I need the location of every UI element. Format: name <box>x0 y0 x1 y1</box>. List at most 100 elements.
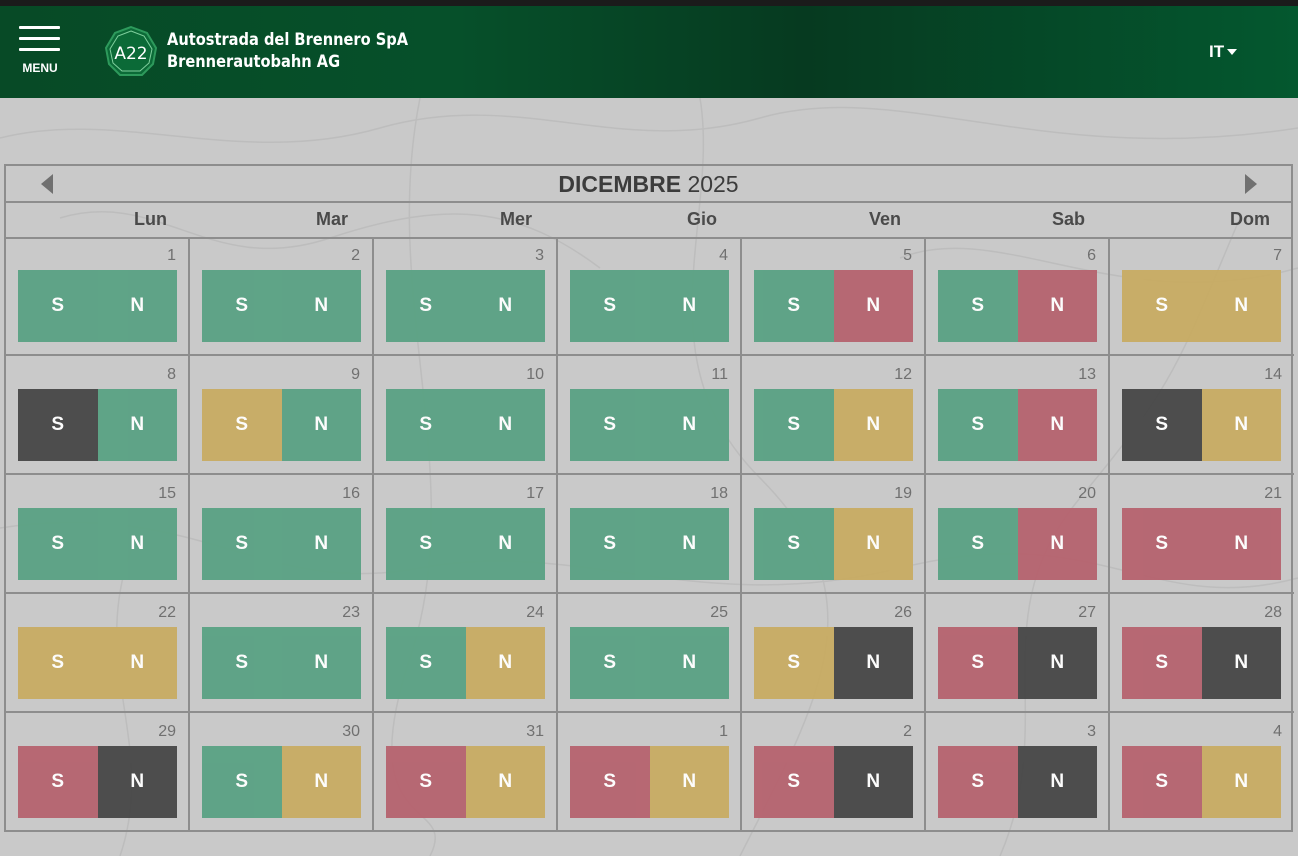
southbound-status[interactable]: S <box>938 746 1018 818</box>
next-month-arrow-icon[interactable] <box>1245 174 1257 194</box>
southbound-status[interactable]: S <box>754 746 834 818</box>
a22-logo-icon[interactable]: A22 <box>104 26 158 78</box>
southbound-status[interactable]: S <box>18 389 98 461</box>
southbound-status[interactable]: S <box>202 627 282 699</box>
northbound-status[interactable]: N <box>649 627 729 699</box>
northbound-status[interactable]: N <box>1201 746 1281 818</box>
southbound-status[interactable]: S <box>1122 746 1202 818</box>
northbound-status[interactable]: N <box>1201 508 1281 580</box>
southbound-status[interactable]: S <box>754 270 834 342</box>
northbound-status[interactable]: N <box>281 746 361 818</box>
southbound-status[interactable]: S <box>938 627 1018 699</box>
northbound-status[interactable]: N <box>833 627 913 699</box>
southbound-status[interactable]: S <box>570 508 650 580</box>
northbound-status[interactable]: N <box>833 508 913 580</box>
northbound-status[interactable]: N <box>833 270 913 342</box>
southbound-status[interactable]: S <box>938 270 1018 342</box>
southbound-status[interactable]: S <box>570 389 650 461</box>
northbound-status[interactable]: N <box>97 627 177 699</box>
northbound-status[interactable]: N <box>1201 389 1281 461</box>
northbound-status[interactable]: N <box>833 389 913 461</box>
northbound-status[interactable]: N <box>281 508 361 580</box>
southbound-status[interactable]: S <box>202 270 282 342</box>
southbound-status[interactable]: S <box>202 746 282 818</box>
southbound-status[interactable]: S <box>386 270 466 342</box>
northbound-status[interactable]: N <box>649 270 729 342</box>
southbound-status[interactable]: S <box>18 746 98 818</box>
southbound-status[interactable]: S <box>570 270 650 342</box>
northbound-status[interactable]: N <box>465 508 545 580</box>
southbound-status[interactable]: S <box>386 627 466 699</box>
northbound-status[interactable]: N <box>281 389 361 461</box>
southbound-status[interactable]: S <box>1122 627 1202 699</box>
southbound-status[interactable]: S <box>18 627 98 699</box>
northbound-status[interactable]: N <box>1017 270 1097 342</box>
southbound-status[interactable]: S <box>754 627 834 699</box>
southbound-status[interactable]: S <box>570 627 650 699</box>
southbound-status[interactable]: S <box>386 508 466 580</box>
southbound-status[interactable]: S <box>386 746 466 818</box>
northbound-status[interactable]: N <box>281 627 361 699</box>
northbound-status[interactable]: N <box>649 508 729 580</box>
language-selector[interactable]: IT <box>1209 42 1238 62</box>
northbound-status[interactable]: N <box>833 746 913 818</box>
northbound-status[interactable]: N <box>465 746 545 818</box>
northbound-status[interactable]: N <box>97 270 177 342</box>
southbound-status[interactable]: S <box>938 508 1018 580</box>
northbound-status[interactable]: N <box>97 389 177 461</box>
northbound-status[interactable]: N <box>649 389 729 461</box>
northbound-status[interactable]: N <box>1017 627 1097 699</box>
northbound-status[interactable]: N <box>1017 746 1097 818</box>
northbound-status[interactable]: N <box>1017 389 1097 461</box>
northbound-status[interactable]: N <box>281 270 361 342</box>
brand-name[interactable]: Autostrada del Brennero SpA Brennerautob… <box>167 29 408 73</box>
southbound-status[interactable]: S <box>1122 270 1202 342</box>
southbound-status[interactable]: S <box>1122 389 1202 461</box>
northbound-status[interactable]: N <box>649 746 729 818</box>
southbound-status[interactable]: S <box>938 389 1018 461</box>
northbound-status[interactable]: N <box>97 508 177 580</box>
menu-button[interactable]: MENU <box>18 26 62 78</box>
southbound-status[interactable]: S <box>386 389 466 461</box>
southbound-status[interactable]: S <box>754 508 834 580</box>
previous-month-arrow-icon[interactable] <box>41 174 53 194</box>
northbound-status[interactable]: N <box>465 270 545 342</box>
southbound-status[interactable]: S <box>1122 508 1202 580</box>
southbound-status[interactable]: S <box>18 508 98 580</box>
southbound-status[interactable]: S <box>754 389 834 461</box>
southbound-status[interactable]: S <box>18 270 98 342</box>
southbound-status[interactable]: S <box>202 389 282 461</box>
southbound-status[interactable]: S <box>570 746 650 818</box>
